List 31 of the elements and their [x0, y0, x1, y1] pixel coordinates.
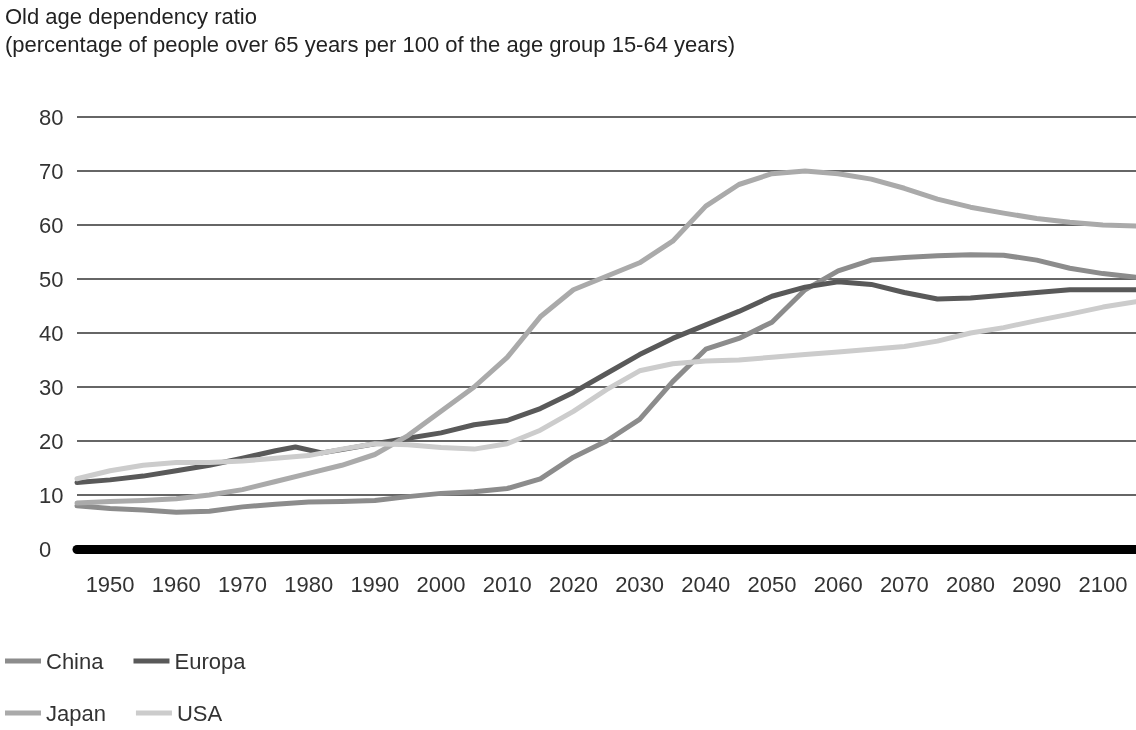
chart-title: Old age dependency ratio — [5, 3, 257, 29]
x-tick-label: 2030 — [615, 571, 665, 597]
x-tick-label: 2020 — [548, 571, 598, 597]
chart-subtitle: (percentage of people over 65 years per 100 of the age group 15-64 years) — [5, 31, 736, 57]
y-tick-label: 10 — [39, 482, 64, 508]
x-tick-label: 2010 — [482, 571, 532, 597]
x-tick-label: 2100 — [1078, 571, 1128, 597]
x-tick-label: 2070 — [879, 571, 929, 597]
y-tick-label: 70 — [39, 158, 64, 184]
y-tick-label: 60 — [39, 212, 64, 238]
x-tick-label: 2050 — [747, 571, 797, 597]
legend-label: Japan — [46, 700, 106, 726]
y-tick-label: 40 — [39, 320, 64, 346]
x-tick-label: 2090 — [1012, 571, 1062, 597]
x-tick-label: 2060 — [813, 571, 863, 597]
x-tick-label: 2080 — [946, 571, 996, 597]
x-tick-label: 1980 — [284, 571, 334, 597]
x-tick-label: 1970 — [217, 571, 267, 597]
y-tick-label: 80 — [39, 104, 64, 130]
y-tick-label: 30 — [39, 374, 64, 400]
x-tick-label: 2040 — [681, 571, 731, 597]
y-tick-label: 50 — [39, 266, 64, 292]
y-tick-label: 0 — [39, 536, 52, 562]
legend-label: USA — [176, 700, 223, 726]
y-tick-label: 20 — [39, 428, 64, 454]
x-tick-label: 2000 — [416, 571, 466, 597]
legend-label: China — [46, 648, 105, 674]
legend-label: Europa — [174, 648, 247, 674]
x-tick-label: 1960 — [151, 571, 201, 597]
x-tick-label: 1990 — [350, 571, 400, 597]
x-tick-label: 1950 — [85, 571, 135, 597]
